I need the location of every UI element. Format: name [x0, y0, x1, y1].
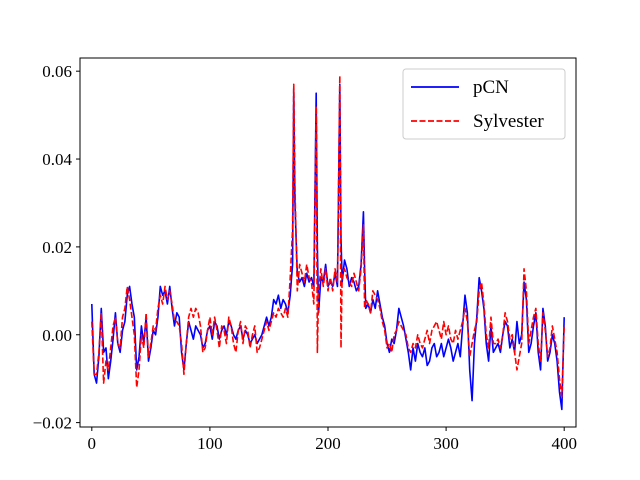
x-tick-label: 400: [551, 434, 577, 453]
x-tick-label: 100: [197, 434, 223, 453]
y-tick-label: 0.00: [42, 326, 72, 345]
y-axis: −0.02 0.00 0.02 0.04 0.06: [33, 62, 80, 433]
legend-label-0: pCN: [473, 77, 509, 98]
y-tick-label: 0.04: [42, 150, 72, 169]
x-tick-label: 0: [88, 434, 97, 453]
legend: pCN Sylvester: [402, 68, 566, 140]
series-line-1: [91, 74, 565, 398]
series-layer: [91, 74, 565, 411]
x-axis: 0 100 200 300 400: [88, 427, 577, 453]
y-tick-label: 0.06: [42, 62, 72, 81]
y-tick-label: 0.02: [42, 238, 72, 257]
legend-label-1: Sylvester: [473, 111, 544, 132]
x-tick-label: 300: [433, 434, 459, 453]
x-tick-label: 200: [315, 434, 341, 453]
y-tick-label: −0.02: [33, 414, 72, 433]
